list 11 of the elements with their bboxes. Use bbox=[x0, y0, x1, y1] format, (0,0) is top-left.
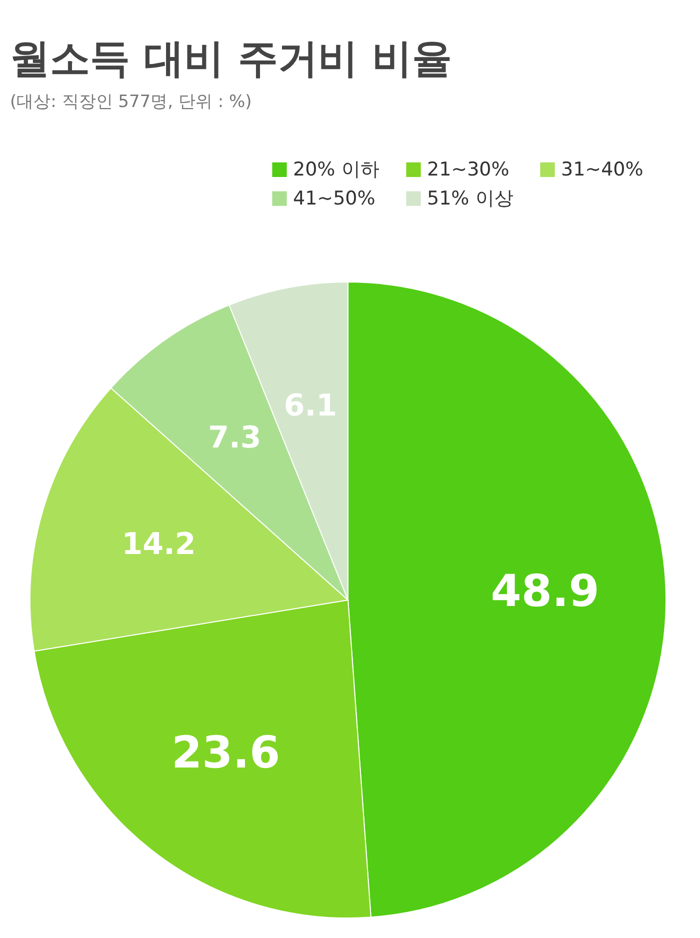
legend-label: 20% 이하 bbox=[293, 158, 380, 181]
chart-title: 월소득 대비 주거비 비율 bbox=[10, 36, 452, 82]
legend-label: 31~40% bbox=[561, 158, 644, 181]
data-label: 48.9 bbox=[490, 566, 600, 617]
chart-subtitle: (대상: 직장인 577명, 단위 : %) bbox=[10, 92, 252, 112]
legend-label: 21~30% bbox=[427, 158, 510, 181]
data-label: 23.6 bbox=[172, 728, 280, 779]
data-label: 14.2 bbox=[122, 526, 196, 562]
legend-label: 41~50% bbox=[293, 188, 376, 210]
data-label: 7.3 bbox=[208, 420, 262, 456]
legend-label: 51% 이상 bbox=[427, 188, 514, 210]
